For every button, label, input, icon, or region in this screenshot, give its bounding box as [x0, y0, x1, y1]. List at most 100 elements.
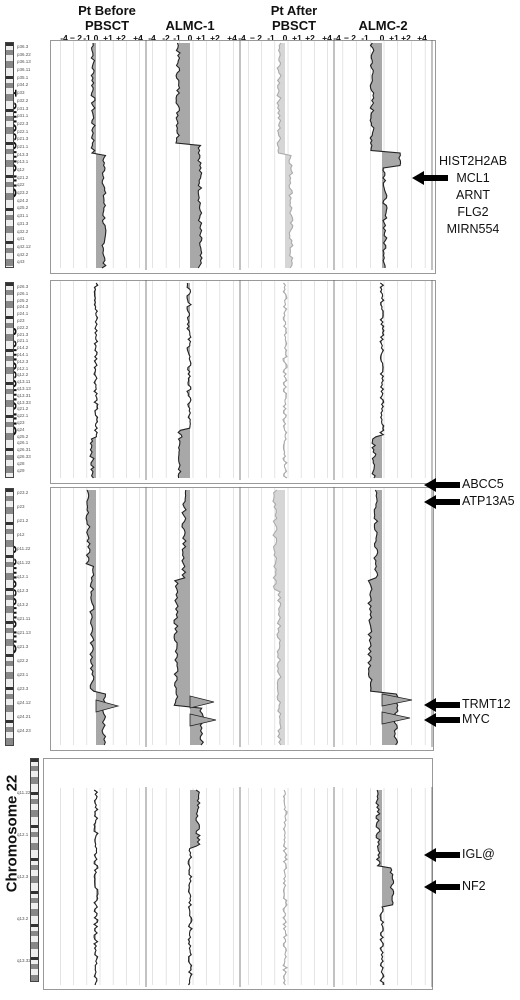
- ideogram-band: [6, 514, 13, 522]
- ideogram-band: [31, 898, 38, 903]
- ideogram-band: [6, 723, 13, 727]
- band-label: q12.3: [17, 588, 29, 593]
- profile-fill: [94, 790, 98, 985]
- ideogram-band: [6, 178, 13, 182]
- gene-label-igl: IGL@: [462, 847, 495, 861]
- band-label: q21.13: [17, 630, 31, 635]
- ideogram-band: [31, 817, 38, 825]
- ideogram-band: [31, 936, 38, 942]
- arrow-left-icon: [412, 171, 448, 185]
- ideogram-band: [6, 323, 13, 328]
- arrow-left-icon: [424, 698, 460, 712]
- ideogram-band: [6, 149, 13, 154]
- column-header-line1: Pt Before: [78, 3, 136, 18]
- ideogram-band: [6, 76, 13, 79]
- ideogram-band: [6, 215, 13, 220]
- ideogram-band: [6, 61, 13, 68]
- ideogram-band: [6, 394, 13, 400]
- band-label: q13.11: [17, 379, 31, 385]
- band-label: q28: [17, 460, 25, 466]
- tick-label: 0: [379, 33, 385, 43]
- ideogram-band: [6, 591, 13, 595]
- tick-label: -1: [173, 33, 181, 43]
- ideogram-band: [31, 861, 38, 865]
- ideogram-band: [31, 931, 38, 936]
- profile-line: [375, 789, 395, 986]
- ideogram-band: [6, 248, 13, 253]
- tick-label: +4: [133, 33, 143, 43]
- ideogram-band: [31, 804, 38, 810]
- amplification-peak: [381, 711, 411, 725]
- ideogram-band: [6, 600, 13, 606]
- band-label: p22.3: [17, 120, 29, 126]
- ideogram-band: [6, 407, 13, 415]
- profile-fill: [188, 790, 200, 985]
- tick-label: +2: [401, 33, 411, 43]
- ideogram-band: [6, 79, 13, 83]
- ideogram-band: [31, 858, 38, 861]
- ideogram-band: [6, 154, 13, 160]
- ideogram-band: [6, 540, 13, 547]
- column-header-pt-before: Pt Before PBSCT: [62, 3, 152, 33]
- ideogram-band: [6, 259, 13, 266]
- ideogram-band: [6, 211, 13, 215]
- ideogram-band: [6, 374, 13, 382]
- column-header-almc2: ALMC-2: [343, 18, 423, 33]
- ideogram-band: [6, 187, 13, 193]
- arrow-left-icon: [424, 495, 460, 509]
- ideogram-band: [6, 361, 13, 367]
- ideogram-band: [6, 555, 13, 558]
- band-label: p22.2: [17, 324, 29, 330]
- ideogram-band: [6, 295, 13, 301]
- band-label: q11.22: [17, 560, 31, 565]
- band-label: q23: [17, 419, 25, 425]
- band-label: p12.3: [17, 358, 29, 364]
- ideogram-band: [31, 843, 38, 850]
- band-label: q43: [17, 259, 25, 265]
- ideogram-band: [6, 455, 13, 460]
- ideogram-band: [6, 389, 13, 394]
- ideogram-chr3: [5, 282, 14, 478]
- band-label: q13.13: [17, 385, 31, 391]
- band-label: q13.2: [17, 916, 29, 921]
- ideogram-band: [6, 522, 13, 525]
- tick-label: +2: [305, 33, 315, 43]
- ideogram-band: [6, 639, 13, 646]
- band-label: q21.2: [17, 174, 29, 180]
- ideogram-band: [31, 960, 38, 964]
- ideogram-band: [31, 942, 38, 949]
- ideogram-band: [6, 534, 13, 540]
- ideogram-band: [6, 727, 13, 732]
- profile-fill: [277, 43, 293, 268]
- band-label: p26.1: [17, 290, 29, 296]
- ideogram-band: [6, 525, 13, 529]
- ideogram-band: [6, 661, 13, 666]
- gene-label: HIST2H2AB: [438, 154, 508, 168]
- tick-label: +2: [116, 33, 126, 43]
- ideogram-band: [6, 109, 13, 112]
- ideogram-band: [6, 415, 13, 418]
- band-label: q21.3: [17, 644, 29, 649]
- band-label: q31.3: [17, 220, 29, 226]
- ideogram-band: [6, 567, 13, 573]
- band-label: p23: [17, 504, 25, 509]
- tick-label: +4: [227, 33, 237, 43]
- band-label: p21.1: [17, 143, 29, 149]
- column-header-line2: ALMC-2: [358, 18, 408, 33]
- ideogram-band: [6, 400, 13, 407]
- ideogram-band: [31, 883, 38, 891]
- gene-label-nf2: NF2: [462, 879, 486, 893]
- band-label: q21.11: [17, 616, 31, 621]
- tick-label: +1: [292, 33, 302, 43]
- arrow-left-icon: [424, 848, 460, 862]
- band-label: q42.2: [17, 251, 29, 257]
- ideogram-band: [31, 795, 38, 799]
- ideogram-band: [6, 121, 13, 127]
- profile-line: [175, 42, 203, 269]
- tick-label: -4: [333, 33, 341, 43]
- ideogram-band: [6, 489, 13, 492]
- ideogram-band: [6, 226, 13, 233]
- tick-label: -4: [238, 33, 246, 43]
- ideogram-band: [31, 870, 38, 876]
